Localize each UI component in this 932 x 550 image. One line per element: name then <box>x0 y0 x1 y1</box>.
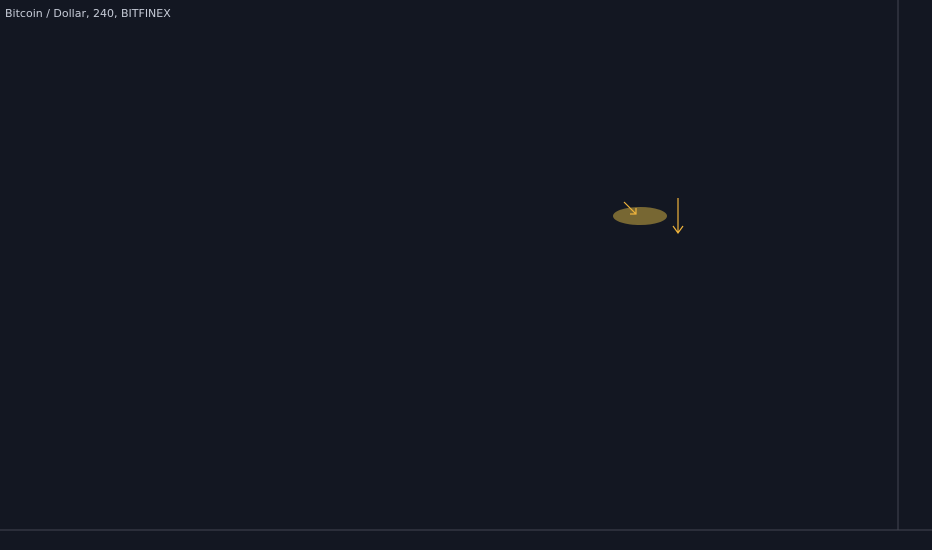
arrows <box>623 198 684 235</box>
entry-zone <box>613 207 667 225</box>
price-axis <box>898 0 932 550</box>
legend: Bitcoin / Dollar, 240, BITFINEX <box>5 7 171 20</box>
chart-title: Bitcoin / Dollar, 240, BITFINEX <box>5 7 171 20</box>
